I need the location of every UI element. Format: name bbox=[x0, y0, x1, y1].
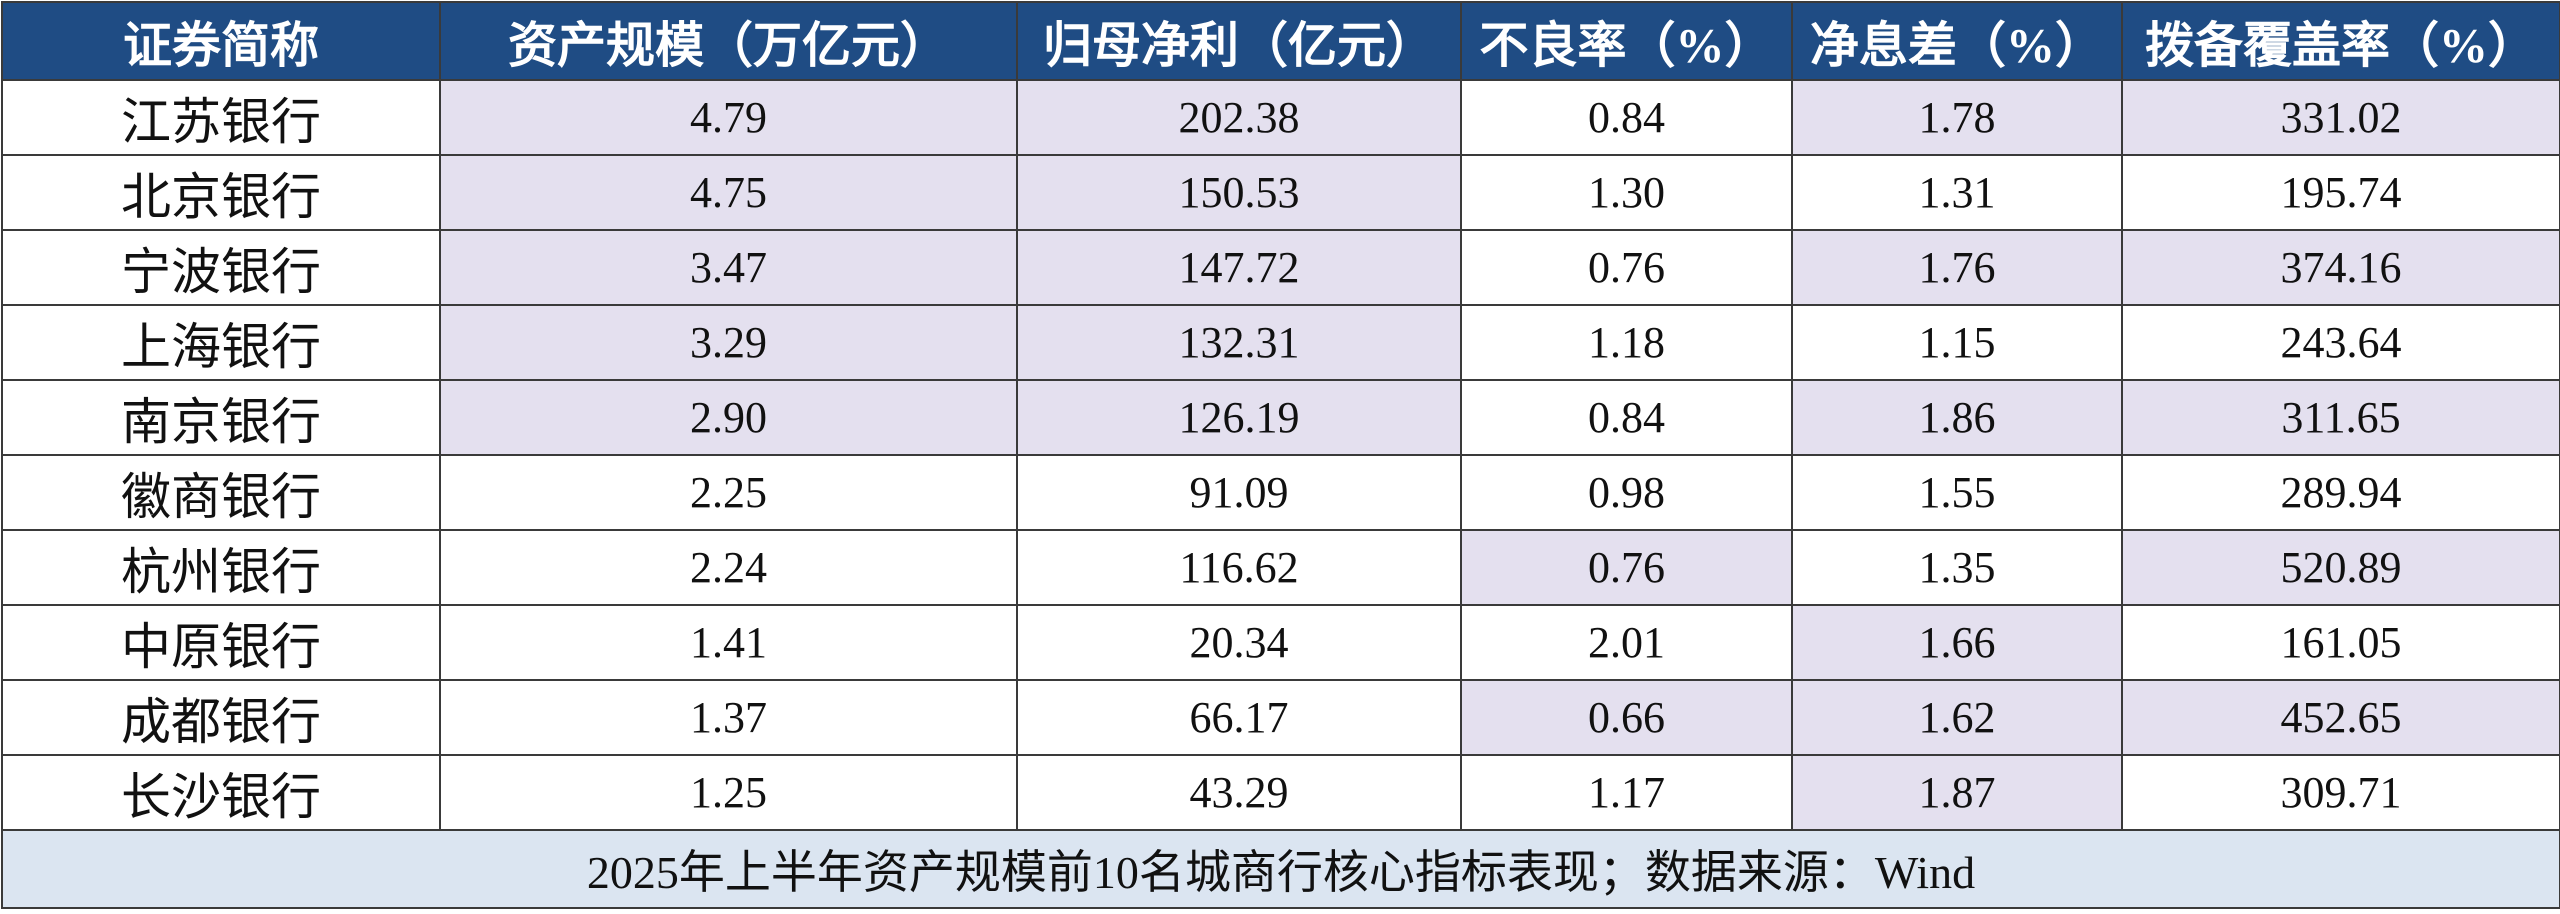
bank-name: 上海银行 bbox=[1, 304, 441, 381]
table-row: 长沙银行 1.25 43.29 1.17 1.87 309.71 bbox=[1, 754, 2560, 831]
value-cell: 309.71 bbox=[2121, 754, 2560, 831]
value-cell: 331.02 bbox=[2121, 79, 2560, 156]
value-cell: 1.35 bbox=[1791, 529, 2123, 606]
value-cell: 0.66 bbox=[1460, 679, 1793, 756]
value-cell: 147.72 bbox=[1016, 229, 1462, 306]
value-cell: 3.29 bbox=[439, 304, 1018, 381]
value-cell: 0.98 bbox=[1460, 454, 1793, 531]
value-cell: 20.34 bbox=[1016, 604, 1462, 681]
value-cell: 1.18 bbox=[1460, 304, 1793, 381]
header-cell: 归母净利（亿元） bbox=[1016, 1, 1462, 81]
header-cell: 净息差（%） bbox=[1791, 1, 2123, 81]
value-cell: 1.66 bbox=[1791, 604, 2123, 681]
value-cell: 2.01 bbox=[1460, 604, 1793, 681]
bank-name: 成都银行 bbox=[1, 679, 441, 756]
value-cell: 2.25 bbox=[439, 454, 1018, 531]
header-cell: 不良率（%） bbox=[1460, 1, 1793, 81]
bank-name: 长沙银行 bbox=[1, 754, 441, 831]
value-cell: 1.55 bbox=[1791, 454, 2123, 531]
bank-name: 北京银行 bbox=[1, 154, 441, 231]
value-cell: 2.90 bbox=[439, 379, 1018, 456]
table-row: 杭州银行 2.24 116.62 0.76 1.35 520.89 bbox=[1, 529, 2560, 606]
value-cell: 3.47 bbox=[439, 229, 1018, 306]
value-cell: 1.87 bbox=[1791, 754, 2123, 831]
value-cell: 4.75 bbox=[439, 154, 1018, 231]
value-cell: 1.30 bbox=[1460, 154, 1793, 231]
value-cell: 1.41 bbox=[439, 604, 1018, 681]
value-cell: 1.37 bbox=[439, 679, 1018, 756]
value-cell: 1.62 bbox=[1791, 679, 2123, 756]
table-row: 宁波银行 3.47 147.72 0.76 1.76 374.16 bbox=[1, 229, 2560, 306]
bank-name: 宁波银行 bbox=[1, 229, 441, 306]
value-cell: 1.31 bbox=[1791, 154, 2123, 231]
value-cell: 1.76 bbox=[1791, 229, 2123, 306]
table-row: 上海银行 3.29 132.31 1.18 1.15 243.64 bbox=[1, 304, 2560, 381]
value-cell: 374.16 bbox=[2121, 229, 2560, 306]
value-cell: 1.25 bbox=[439, 754, 1018, 831]
value-cell: 1.17 bbox=[1460, 754, 1793, 831]
value-cell: 91.09 bbox=[1016, 454, 1462, 531]
header-cell: 拨备覆盖率（%） bbox=[2121, 1, 2560, 81]
table-row: 成都银行 1.37 66.17 0.66 1.62 452.65 bbox=[1, 679, 2560, 756]
value-cell: 202.38 bbox=[1016, 79, 1462, 156]
value-cell: 1.15 bbox=[1791, 304, 2123, 381]
table-row: 南京银行 2.90 126.19 0.84 1.86 311.65 bbox=[1, 379, 2560, 456]
bank-name: 南京银行 bbox=[1, 379, 441, 456]
value-cell: 0.76 bbox=[1460, 229, 1793, 306]
value-cell: 195.74 bbox=[2121, 154, 2560, 231]
value-cell: 243.64 bbox=[2121, 304, 2560, 381]
value-cell: 520.89 bbox=[2121, 529, 2560, 606]
value-cell: 0.84 bbox=[1460, 79, 1793, 156]
header-row: 证券简称 资产规模（万亿元） 归母净利（亿元） 不良率（%） 净息差（%） 拨备覆盖率（%… bbox=[1, 1, 2560, 81]
table-row: 江苏银行 4.79 202.38 0.84 1.78 331.02 bbox=[1, 79, 2560, 156]
value-cell: 126.19 bbox=[1016, 379, 1462, 456]
value-cell: 150.53 bbox=[1016, 154, 1462, 231]
value-cell: 66.17 bbox=[1016, 679, 1462, 756]
value-cell: 4.79 bbox=[439, 79, 1018, 156]
footer-row: 2025年上半年资产规模前10名城商行核心指标表现；数据来源：Wind bbox=[1, 829, 2560, 909]
table-body: 江苏银行 4.79 202.38 0.84 1.78 331.02 北京银行 4.75 150.… bbox=[1, 79, 2560, 831]
value-cell: 161.05 bbox=[2121, 604, 2560, 681]
footer-note: 2025年上半年资产规模前10名城商行核心指标表现；数据来源：Wind bbox=[1, 829, 2560, 909]
value-cell: 1.78 bbox=[1791, 79, 2123, 156]
value-cell: 1.86 bbox=[1791, 379, 2123, 456]
value-cell: 0.76 bbox=[1460, 529, 1793, 606]
bank-name: 徽商银行 bbox=[1, 454, 441, 531]
bank-name: 杭州银行 bbox=[1, 529, 441, 606]
value-cell: 116.62 bbox=[1016, 529, 1462, 606]
bank-name: 江苏银行 bbox=[1, 79, 441, 156]
value-cell: 0.84 bbox=[1460, 379, 1793, 456]
value-cell: 452.65 bbox=[2121, 679, 2560, 756]
header-cell: 证券简称 bbox=[1, 1, 441, 81]
header-cell: 资产规模（万亿元） bbox=[439, 1, 1018, 81]
table-row: 中原银行 1.41 20.34 2.01 1.66 161.05 bbox=[1, 604, 2560, 681]
value-cell: 311.65 bbox=[2121, 379, 2560, 456]
bank-name: 中原银行 bbox=[1, 604, 441, 681]
value-cell: 43.29 bbox=[1016, 754, 1462, 831]
value-cell: 2.24 bbox=[439, 529, 1018, 606]
table-row: 北京银行 4.75 150.53 1.30 1.31 195.74 bbox=[1, 154, 2560, 231]
value-cell: 132.31 bbox=[1016, 304, 1462, 381]
table-row: 徽商银行 2.25 91.09 0.98 1.55 289.94 bbox=[1, 454, 2560, 531]
value-cell: 289.94 bbox=[2121, 454, 2560, 531]
